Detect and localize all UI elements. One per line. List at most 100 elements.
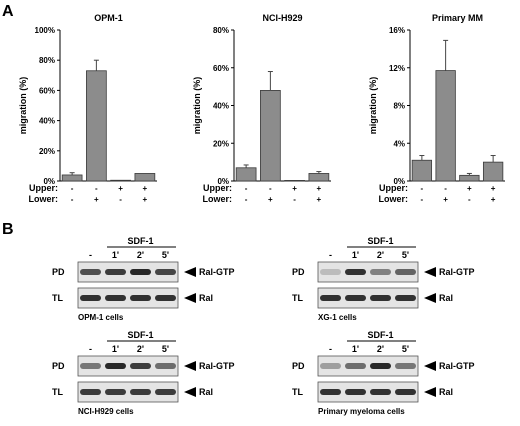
blot-2: SDF-1 - 1' 2' 5' PD Ral-GTP TL Ral XG-1 cells	[292, 236, 475, 322]
gel-strip	[77, 355, 179, 377]
blot-3: SDF-1 - 1' 2' 5' PD Ral-GTP TL Ral NCI-H929 cells	[52, 330, 235, 416]
gel-strip	[317, 261, 419, 283]
lane-label: 5'	[162, 344, 169, 354]
lower-row-label: Lower:	[202, 194, 232, 204]
band	[105, 269, 126, 275]
upper-sign: +	[292, 184, 297, 193]
panel-label-a: A	[2, 3, 14, 20]
arrow-icon	[424, 361, 436, 371]
band	[80, 363, 101, 369]
upper-sign: +	[143, 184, 148, 193]
chart-2: NCI-H929 0% 20% 40% 60% 80% migration (%) - - - + +…	[192, 13, 331, 204]
treatment-label: SDF-1	[367, 330, 393, 340]
lane-label: 2'	[377, 250, 384, 260]
band-label: Ral-GTP	[199, 267, 235, 277]
lane-label: 2'	[377, 344, 384, 354]
lower-sign: +	[317, 195, 322, 204]
band	[105, 389, 126, 395]
treatment-label: SDF-1	[127, 330, 153, 340]
blot-1: SDF-1 - 1' 2' 5' PD Ral-GTP TL Ral OPM-1 cells	[52, 236, 235, 322]
blot-4: SDF-1 - 1' 2' 5' PD Ral-GTP TL Ral Primary myelom…	[292, 330, 475, 416]
upper-row-label: Upper:	[203, 183, 232, 193]
band	[105, 363, 126, 369]
row-label: TL	[52, 293, 63, 303]
lower-row-label: Lower:	[28, 194, 58, 204]
band	[345, 295, 366, 301]
arrow-icon	[424, 293, 436, 303]
lower-sign: -	[119, 195, 122, 204]
y-tick-label: 80%	[213, 26, 229, 35]
y-tick-label: 40%	[39, 117, 55, 126]
band	[130, 363, 151, 369]
y-tick-label: 0%	[217, 177, 229, 186]
upper-sign: -	[245, 184, 248, 193]
y-tick-label: 8%	[393, 102, 405, 111]
lane-label: -	[89, 344, 92, 354]
upper-sign: +	[317, 184, 322, 193]
upper-sign: -	[95, 184, 98, 193]
band	[155, 295, 176, 301]
lower-sign: -	[293, 195, 296, 204]
band	[320, 295, 341, 301]
lane-label: 1'	[352, 344, 359, 354]
band-label: Ral-GTP	[439, 267, 475, 277]
y-axis-label: migration (%)	[192, 77, 202, 135]
bar	[61, 174, 83, 182]
bar	[308, 173, 330, 182]
band	[130, 269, 151, 275]
lane-label: 1'	[112, 344, 119, 354]
band-label: Ral	[199, 293, 213, 303]
bar	[482, 161, 504, 182]
band	[105, 295, 126, 301]
upper-sign: +	[467, 184, 472, 193]
gel-strip	[317, 355, 419, 377]
y-tick-label: 80%	[39, 56, 55, 65]
band	[130, 295, 151, 301]
y-tick-label: 40%	[213, 102, 229, 111]
lower-sign: +	[443, 195, 448, 204]
y-axis-label: migration (%)	[368, 77, 378, 135]
bar-charts: OPM-1 0% 20% 40% 60% 80% 100% migration (%) - - - +…	[18, 13, 505, 204]
arrow-icon	[184, 361, 196, 371]
blot-caption: Primary myeloma cells	[318, 407, 405, 416]
y-tick-label: 16%	[389, 26, 405, 35]
band	[155, 389, 176, 395]
band	[395, 295, 416, 301]
bar	[86, 70, 107, 182]
blot-caption: NCI-H929 cells	[78, 407, 134, 416]
bar	[459, 174, 480, 182]
band	[80, 269, 101, 275]
band	[395, 269, 416, 275]
row-label: PD	[292, 361, 305, 371]
band	[130, 389, 151, 395]
arrow-icon	[424, 387, 436, 397]
lower-sign: -	[468, 195, 471, 204]
band	[155, 269, 176, 275]
lane-label: 5'	[402, 344, 409, 354]
lane-label: -	[89, 250, 92, 260]
upper-sign: -	[71, 184, 74, 193]
treatment-label: SDF-1	[367, 236, 393, 246]
band	[80, 295, 101, 301]
band	[155, 363, 176, 369]
bar	[435, 70, 456, 182]
arrow-icon	[184, 267, 196, 277]
y-tick-label: 12%	[389, 64, 405, 73]
band	[80, 389, 101, 395]
chart-title: NCI-H929	[262, 13, 302, 23]
band	[345, 269, 366, 275]
band-label: Ral-GTP	[199, 361, 235, 371]
chart-1: OPM-1 0% 20% 40% 60% 80% 100% migration (%) - - - +…	[18, 13, 157, 204]
y-tick-label: 20%	[39, 147, 55, 156]
row-label: TL	[292, 293, 303, 303]
bar	[260, 90, 281, 182]
arrow-icon	[184, 387, 196, 397]
row-label: PD	[52, 267, 65, 277]
lower-sign: -	[245, 195, 248, 204]
lane-label: 2'	[137, 344, 144, 354]
band-label: Ral	[199, 387, 213, 397]
band	[320, 389, 341, 395]
band	[320, 269, 341, 275]
lower-sign: +	[491, 195, 496, 204]
lower-sign: +	[143, 195, 148, 204]
